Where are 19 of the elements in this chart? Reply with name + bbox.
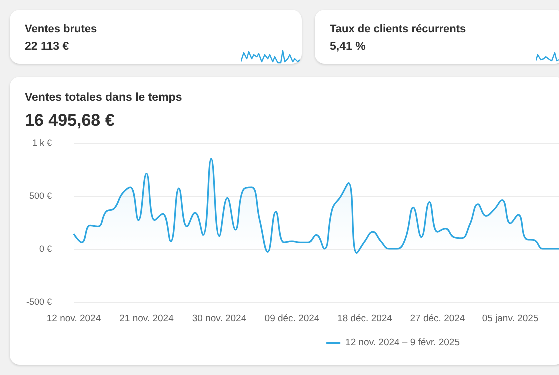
y-tick-label: 500 € [29,191,52,201]
x-tick-label: 05 janv. 2025 [482,314,539,324]
x-tick-label: 30 nov. 2024 [192,314,247,324]
y-tick-label: -500 € [26,297,52,307]
x-tick-label: 21 nov. 2024 [120,314,174,324]
chart-title: Ventes totales dans le temps [25,92,182,104]
text: Taux de clients récurrents [330,24,466,36]
text: 5,41 % [330,41,366,53]
x-tick-label: 12 nov. 2024 [46,314,102,324]
legend-label: 12 nov. 2024 – 9 févr. 2025 [346,338,460,348]
x-tick-label: 09 déc. 2024 [264,314,320,324]
line-series [73,158,559,254]
x-tick-label: 18 déc. 2024 [338,314,392,324]
text: 22 113 € [25,41,70,53]
y-tick-label: 0 € [39,244,52,254]
y-tick-label: 1 k € [32,138,52,148]
x-tick-label: 27 déc. 2024 [410,314,466,324]
text: Ventes brutes [25,24,98,36]
chart-subtitle: 16 495,68 € [25,111,116,130]
